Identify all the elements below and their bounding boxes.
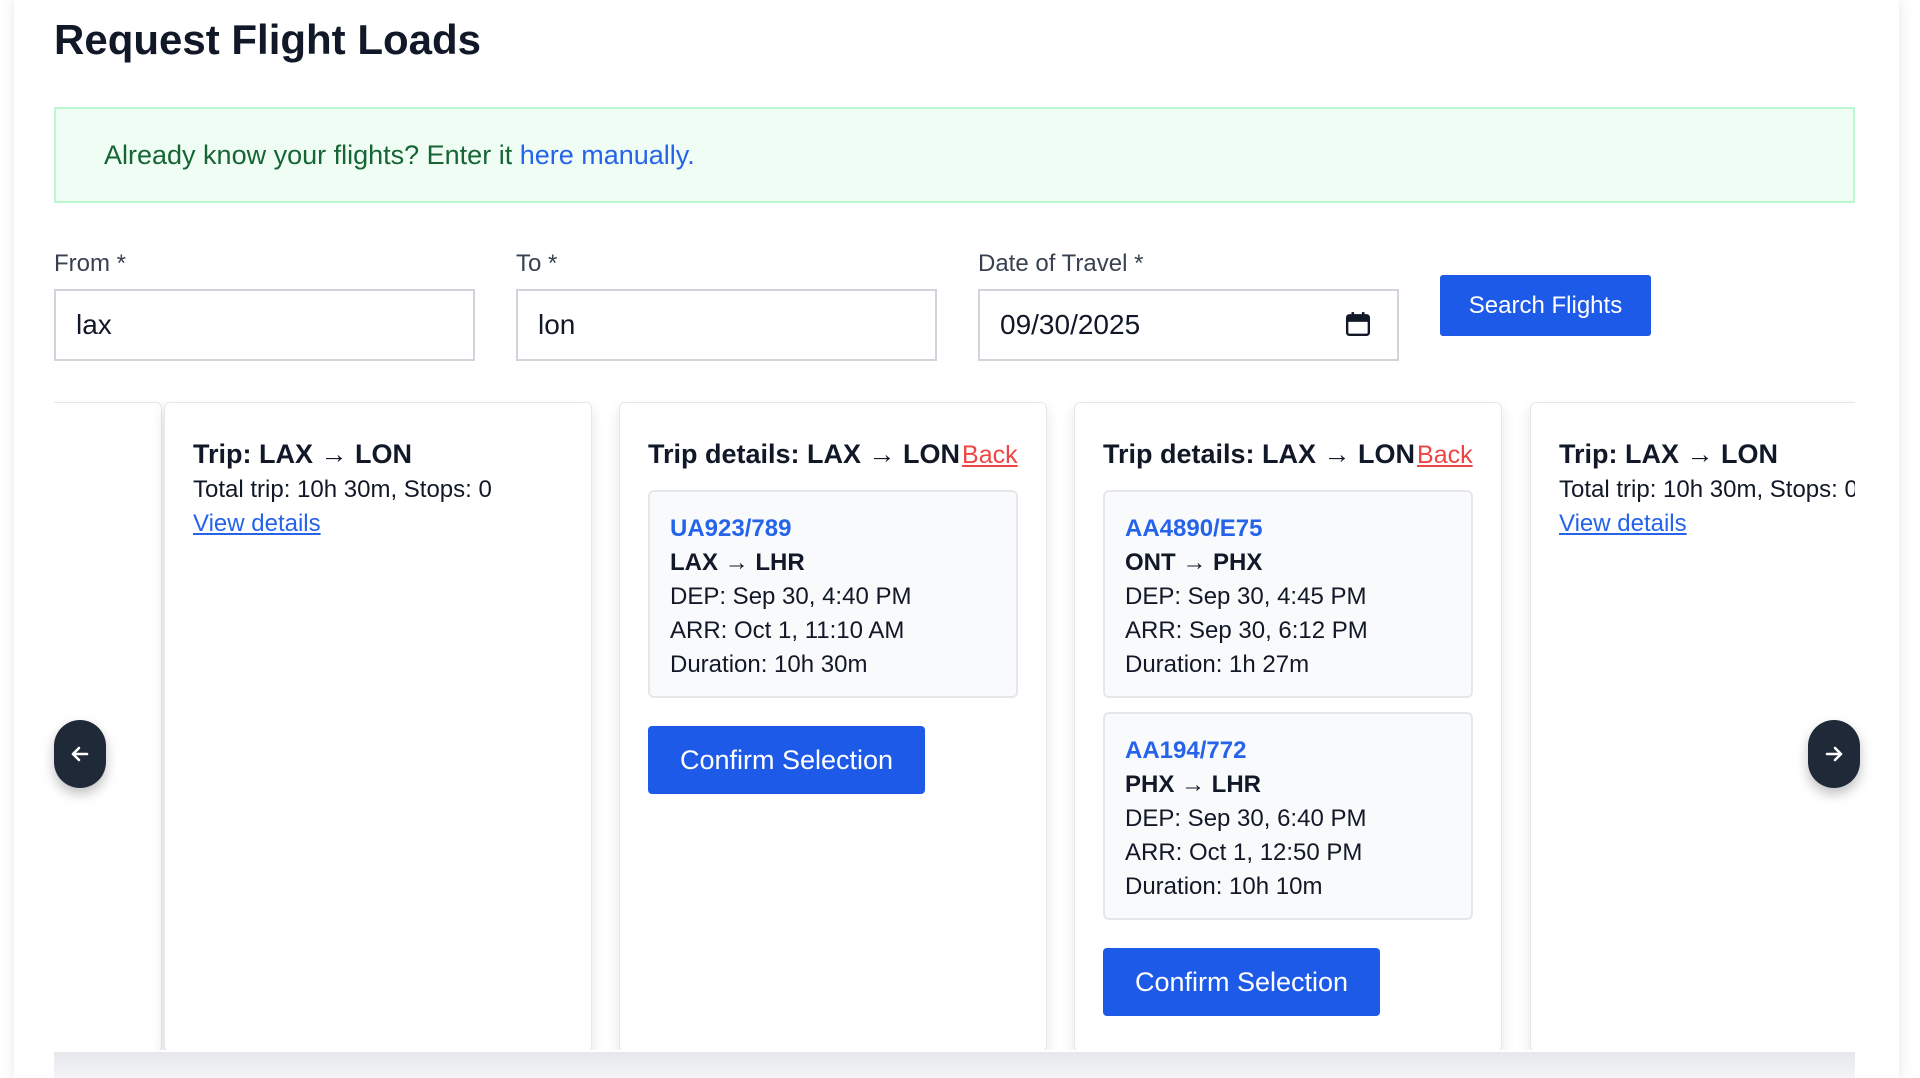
carousel-next-button[interactable]: [1808, 720, 1860, 788]
confirm-selection-button[interactable]: Confirm Selection: [1103, 948, 1380, 1016]
page-title: Request Flight Loads: [54, 16, 482, 63]
trip-summary: Total trip: 10h 30m, Stops: 0: [193, 476, 492, 503]
trip-details-title: Trip details: LAX → LONBack: [648, 435, 1046, 474]
segment-route: ONT → PHX: [1125, 549, 1263, 576]
departure-time: DEP: Sep 30, 4:40 PM: [670, 583, 912, 610]
segment-route: LAX → LHR: [670, 549, 805, 576]
trip-details-card: Trip details: LAX → LONBack AA4890/E75 O…: [1074, 402, 1502, 1050]
carousel-scrollbar[interactable]: [54, 1052, 1855, 1078]
segment-duration: Duration: 10h 30m: [670, 651, 868, 678]
from-input[interactable]: lax: [54, 289, 475, 361]
trip-details-heading: Trip details: LAX → LON: [648, 439, 961, 469]
trip-carousel: Trip: LAX → LON Total trip: 10h 30m, Sto…: [54, 400, 1855, 1050]
to-input[interactable]: lon: [516, 289, 937, 361]
date-value: 09/30/2025: [1000, 309, 1141, 340]
to-value: lon: [538, 309, 576, 340]
back-link[interactable]: Back: [962, 441, 1018, 469]
trip-title: Trip: LAX → LON: [193, 439, 412, 469]
flight-segment: AA4890/E75 ONT → PHX DEP: Sep 30, 4:45 P…: [1103, 490, 1473, 698]
date-input[interactable]: 09/30/2025: [978, 289, 1399, 361]
date-label: Date of Travel *: [978, 250, 1144, 277]
arrival-time: ARR: Oct 1, 11:10 AM: [670, 617, 905, 644]
to-label: To *: [516, 250, 558, 277]
notice-text: Already know your flights? Enter it: [104, 140, 520, 170]
departure-time: DEP: Sep 30, 4:45 PM: [1125, 583, 1367, 610]
confirm-selection-button[interactable]: Confirm Selection: [648, 726, 925, 794]
manual-entry-notice: Already know your flights? Enter it here…: [54, 107, 1855, 203]
arrival-time: ARR: Sep 30, 6:12 PM: [1125, 617, 1368, 644]
segment-duration: Duration: 10h 10m: [1125, 873, 1323, 900]
trip-details-heading: Trip details: LAX → LON: [1103, 439, 1416, 469]
from-label: From *: [54, 250, 126, 277]
segment-route: PHX → LHR: [1125, 771, 1262, 798]
flight-segment: AA194/772 PHX → LHR DEP: Sep 30, 6:40 PM…: [1103, 712, 1473, 920]
flight-code[interactable]: AA4890/E75: [1125, 515, 1263, 542]
arrow-left-icon: [71, 746, 89, 762]
trip-title: Trip: LAX → LON: [1559, 439, 1778, 469]
trip-card: Trip: LAX → LON Total trip: 10h 30m, Sto…: [164, 402, 592, 1050]
trip-details-card: Trip details: LAX → LONBack UA923/789 LA…: [619, 402, 1047, 1050]
trip-card: Trip: LAX → LON Total trip: 10h 30m, Sto…: [1530, 402, 1855, 1050]
back-link[interactable]: Back: [1417, 441, 1473, 469]
arrival-time: ARR: Oct 1, 12:50 PM: [1125, 839, 1363, 866]
trip-summary: Total trip: 10h 30m, Stops: 0: [1559, 476, 1855, 503]
carousel-prev-button[interactable]: [54, 720, 106, 788]
calendar-icon[interactable]: [1345, 311, 1371, 337]
departure-time: DEP: Sep 30, 6:40 PM: [1125, 805, 1367, 832]
trip-details-title: Trip details: LAX → LONBack: [1103, 435, 1501, 474]
flight-code[interactable]: UA923/789: [670, 515, 792, 542]
search-flights-button[interactable]: Search Flights: [1440, 275, 1651, 336]
view-details-link[interactable]: View details: [1559, 510, 1687, 537]
view-details-link[interactable]: View details: [193, 510, 321, 537]
segment-duration: Duration: 1h 27m: [1125, 651, 1310, 678]
arrow-right-icon: [1825, 746, 1843, 762]
manual-entry-link[interactable]: here manually.: [519, 140, 695, 170]
flight-code[interactable]: AA194/772: [1125, 737, 1247, 764]
flight-segment: UA923/789 LAX → LHR DEP: Sep 30, 4:40 PM…: [648, 490, 1018, 698]
from-value: lax: [76, 309, 112, 340]
carousel-track: Trip: LAX → LON Total trip: 10h 30m, Sto…: [54, 400, 1855, 1050]
